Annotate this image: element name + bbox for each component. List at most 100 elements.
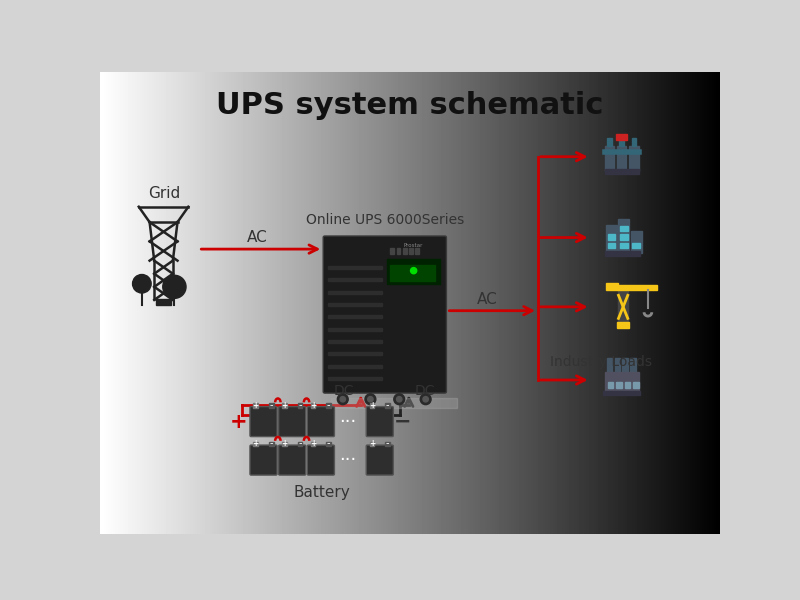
- Circle shape: [410, 268, 417, 274]
- Bar: [269, 442, 274, 446]
- Bar: [619, 138, 624, 146]
- FancyBboxPatch shape: [307, 445, 334, 475]
- Text: ···: ···: [339, 413, 357, 431]
- Circle shape: [420, 394, 431, 404]
- Bar: [397, 248, 400, 254]
- Bar: [605, 371, 638, 392]
- Bar: [607, 138, 611, 146]
- Bar: [620, 243, 628, 248]
- Text: -: -: [327, 400, 330, 410]
- Bar: [617, 322, 630, 328]
- Bar: [605, 146, 614, 170]
- FancyBboxPatch shape: [250, 445, 277, 475]
- Circle shape: [162, 275, 186, 298]
- Bar: [254, 442, 258, 446]
- Text: -: -: [298, 400, 302, 410]
- Bar: [390, 248, 394, 254]
- Text: +: +: [369, 401, 375, 410]
- Bar: [310, 442, 315, 446]
- Bar: [331, 398, 458, 409]
- Bar: [608, 382, 613, 388]
- Text: −: −: [394, 412, 412, 431]
- Bar: [328, 340, 382, 343]
- Bar: [622, 358, 628, 374]
- Text: +: +: [230, 412, 247, 431]
- Text: +: +: [310, 401, 316, 410]
- FancyBboxPatch shape: [307, 407, 334, 437]
- Bar: [328, 278, 382, 281]
- Bar: [415, 248, 419, 254]
- Circle shape: [394, 394, 405, 404]
- Text: -: -: [298, 439, 302, 449]
- Text: ···: ···: [339, 451, 357, 469]
- Bar: [328, 266, 382, 269]
- Text: AC: AC: [247, 230, 268, 245]
- Bar: [625, 382, 630, 388]
- FancyBboxPatch shape: [366, 407, 394, 437]
- Bar: [605, 251, 640, 256]
- Bar: [608, 243, 615, 248]
- Bar: [269, 403, 274, 408]
- FancyBboxPatch shape: [278, 407, 306, 437]
- Text: -: -: [386, 439, 390, 449]
- Bar: [620, 235, 628, 240]
- Text: -: -: [270, 400, 273, 410]
- Text: +: +: [369, 439, 375, 448]
- Bar: [617, 146, 626, 170]
- Bar: [326, 442, 331, 446]
- Text: DC: DC: [334, 384, 354, 398]
- Text: Grid: Grid: [148, 187, 180, 202]
- Bar: [387, 259, 440, 284]
- Bar: [328, 303, 382, 306]
- Bar: [616, 134, 627, 140]
- Circle shape: [368, 397, 373, 402]
- Bar: [608, 235, 615, 240]
- Text: Prostar: Prostar: [404, 243, 423, 248]
- Text: Battery: Battery: [294, 485, 350, 500]
- Circle shape: [340, 397, 346, 402]
- Bar: [328, 316, 382, 319]
- Text: +: +: [282, 401, 287, 410]
- Bar: [632, 138, 636, 146]
- Bar: [618, 290, 628, 324]
- Bar: [630, 146, 638, 170]
- Bar: [402, 248, 406, 254]
- Bar: [386, 403, 390, 408]
- FancyBboxPatch shape: [366, 445, 394, 475]
- Bar: [603, 391, 640, 395]
- Text: DC: DC: [415, 384, 435, 398]
- Text: AC: AC: [477, 292, 498, 307]
- Bar: [326, 403, 331, 408]
- Text: +: +: [253, 439, 259, 448]
- Text: +: +: [253, 401, 259, 410]
- Bar: [254, 403, 258, 408]
- Bar: [607, 358, 612, 374]
- Bar: [328, 377, 382, 380]
- Bar: [328, 328, 382, 331]
- Bar: [298, 403, 302, 408]
- Bar: [618, 219, 630, 253]
- Circle shape: [365, 394, 376, 404]
- Circle shape: [133, 275, 151, 293]
- Text: Online UPS 6000Series: Online UPS 6000Series: [306, 213, 464, 227]
- Text: -: -: [327, 439, 330, 449]
- Bar: [386, 442, 390, 446]
- Bar: [614, 358, 620, 374]
- Bar: [633, 243, 640, 248]
- Circle shape: [338, 394, 348, 404]
- Bar: [620, 226, 628, 232]
- Bar: [631, 232, 642, 253]
- Text: -: -: [270, 439, 273, 449]
- Bar: [370, 403, 374, 408]
- FancyBboxPatch shape: [250, 407, 277, 437]
- Bar: [409, 248, 413, 254]
- FancyBboxPatch shape: [323, 236, 446, 393]
- Text: +: +: [282, 439, 287, 448]
- Text: +: +: [310, 439, 316, 448]
- Text: UPS system schematic: UPS system schematic: [216, 91, 604, 120]
- Bar: [328, 352, 382, 355]
- Bar: [606, 225, 617, 253]
- Bar: [282, 403, 286, 408]
- Bar: [310, 403, 315, 408]
- Text: Industry Loads: Industry Loads: [550, 355, 651, 369]
